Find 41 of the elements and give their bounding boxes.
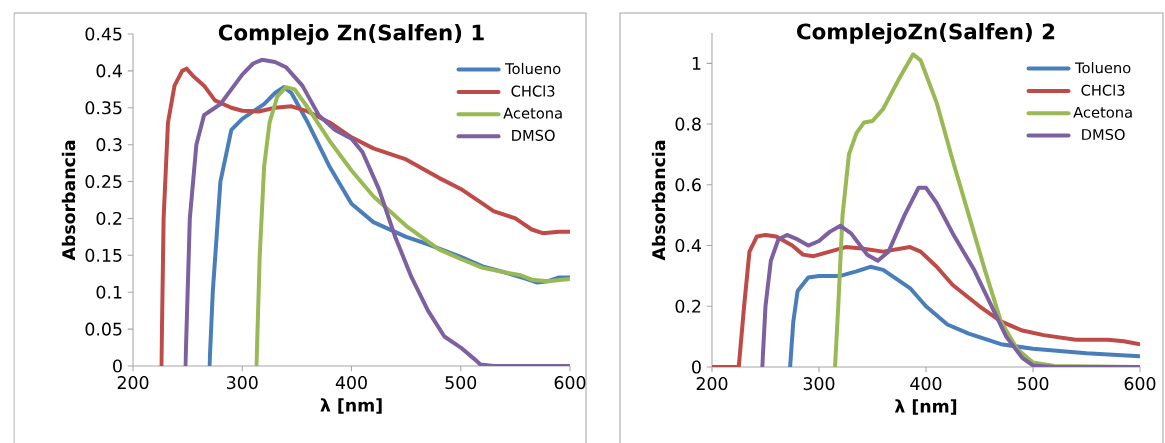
y-tick-label: 0.4 (675, 238, 701, 253)
y-tick-label: 0.6 (675, 178, 701, 192)
legend-label: CHCl3 (1081, 84, 1125, 96)
y-tick-label: 0.25 (85, 175, 122, 189)
x-tick-label: 500 (1017, 377, 1049, 391)
legend-label: Tolueno (505, 62, 561, 75)
y-axis-title: Absorbancia (61, 140, 76, 261)
legend-label: DMSO (512, 129, 555, 141)
y-tick-label: 0.8 (675, 117, 701, 131)
x-tick-label: 200 (117, 376, 149, 390)
y-tick-label: 0.2 (96, 211, 122, 225)
y-tick-label: 0.2 (675, 299, 701, 313)
x-axis-title: λ [nm] (894, 399, 957, 415)
y-axis-title: Absorbancia (651, 140, 666, 261)
x-tick-label: 300 (227, 376, 258, 390)
y-tick-label: 1 (692, 57, 701, 70)
y-tick-label: 0.3 (96, 138, 122, 152)
x-tick-label: 200 (696, 377, 728, 391)
y-tick-label: 0.45 (85, 27, 122, 41)
x-axis-title: λ [nm] (320, 398, 382, 414)
y-tick-label: 0.35 (85, 101, 122, 115)
y-tick-label: 0 (113, 359, 122, 373)
y-tick-label: 0.4 (96, 64, 122, 78)
chart-title: Complejo Zn(Salfen) 1 (218, 24, 484, 45)
line-series (788, 264, 1140, 367)
legend-label: Acetona (1073, 106, 1132, 118)
x-tick-label: 600 (554, 376, 586, 390)
x-tick-label: 600 (1124, 377, 1156, 391)
x-tick-label: 300 (803, 377, 835, 391)
x-tick-label: 500 (445, 376, 477, 390)
legend-label: Tolueno (1075, 61, 1131, 74)
legend-label: Acetona (503, 107, 562, 119)
y-tick-label: 0.1 (96, 285, 122, 299)
y-tick-label: 0.05 (85, 322, 122, 336)
legend-label: DMSO (1082, 128, 1125, 141)
x-tick-label: 400 (335, 376, 367, 390)
legend-label: CHCl3 (511, 85, 555, 97)
y-tick-label: 0.15 (85, 248, 122, 262)
x-tick-label: 400 (910, 377, 942, 391)
y-tick-label: 0 (692, 360, 701, 374)
chart-title: ComplejoZn(Salfen) 2 (797, 23, 1055, 44)
